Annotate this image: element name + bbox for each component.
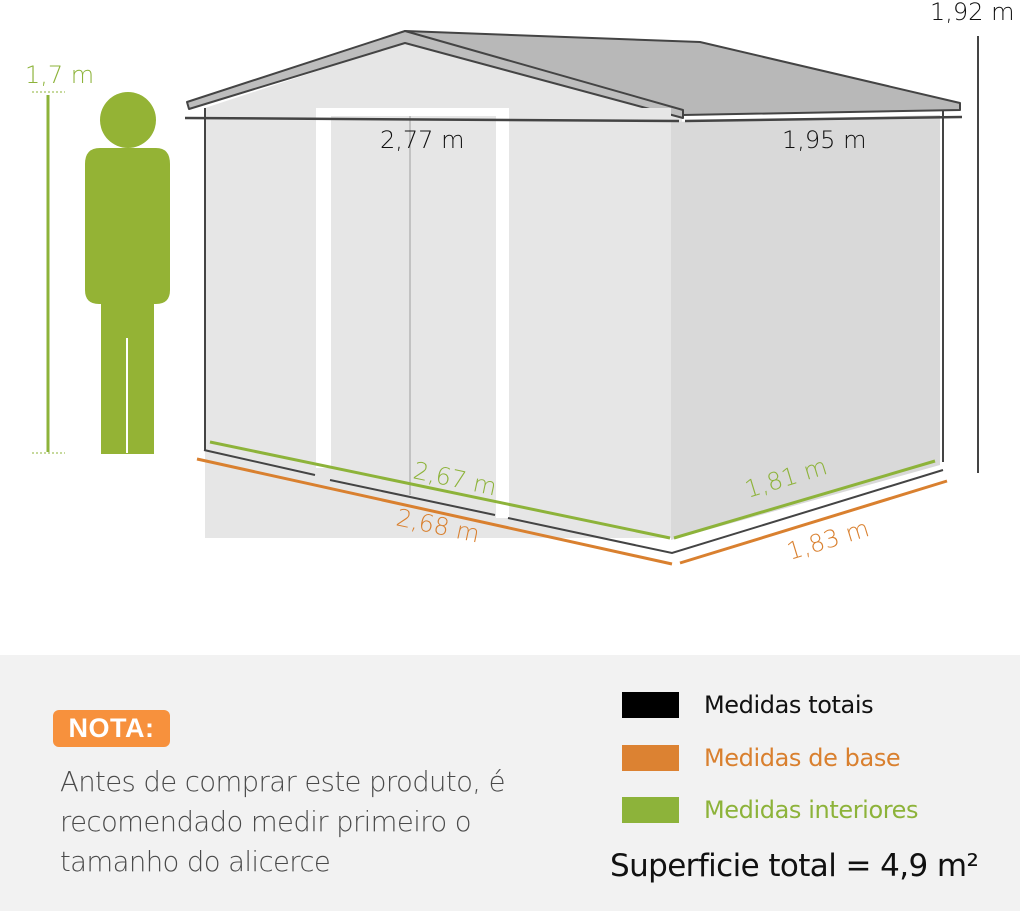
person-height-indicator: 1,7 m [25, 61, 94, 454]
total-height-label: 1,92 m [930, 0, 1014, 26]
legend-swatch-total [622, 692, 679, 718]
front-width-total-label: 2,77 m [380, 126, 464, 154]
legend-item-total: Medidas totais [622, 690, 874, 720]
person-silhouette-icon [85, 92, 170, 454]
legend-item-interior: Medidas interiores [622, 795, 919, 825]
legend-swatch-interior [622, 797, 679, 823]
shed-roof-front-edge [186, 30, 684, 119]
legend-label-base: Medidas de base [704, 744, 901, 772]
nota-line: recomendado medir primeiro o [60, 806, 472, 838]
shed-dimension-diagram: 1,7 m 2,77 m 1,95 m 1,92 m [25, 0, 1014, 566]
shed-gable [205, 42, 682, 122]
legend-label-total: Medidas totais [704, 691, 874, 719]
nota-line: tamanho do alicerce [60, 846, 331, 878]
nota-text: Antes de comprar este produto, é recomen… [60, 762, 560, 882]
shed-front-wall [205, 108, 671, 538]
info-panel [0, 655, 1020, 911]
legend-swatch-base [622, 745, 679, 771]
total-surface: Superficie total = 4,9 m² [610, 848, 979, 884]
legend-label-interior: Medidas interiores [704, 796, 919, 824]
side-depth-total-label: 1,95 m [782, 126, 866, 154]
shed-side-wall [671, 115, 940, 540]
legend-item-base: Medidas de base [622, 743, 901, 773]
person-height-label: 1,7 m [25, 61, 94, 89]
side-depth-base-label: 1,83 m [784, 514, 873, 565]
nota-badge: NOTA: [53, 710, 170, 747]
nota-line: Antes de comprar este produto, é [60, 766, 505, 798]
